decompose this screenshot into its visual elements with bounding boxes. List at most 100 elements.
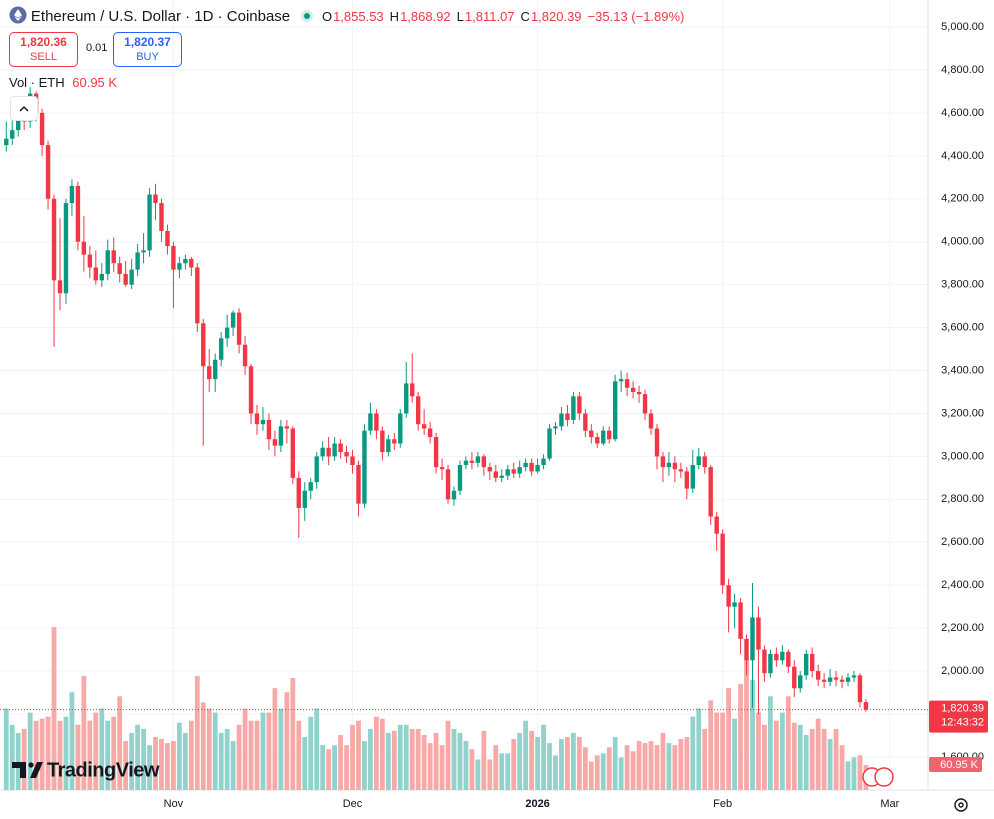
candle-body [266,419,272,440]
volume-bar [248,720,254,790]
volume-tag-label: 60.95 K [940,759,979,771]
candle-body [314,456,319,483]
volume-bar [535,737,540,790]
eth-icon [9,6,27,24]
candle-body [123,273,128,285]
sell-button[interactable]: 1,820.36 SELL [9,32,78,67]
ohlc-value: 1,868.92 [400,9,451,24]
candle-body [666,462,672,468]
volume-bar [636,741,642,790]
candle-body [678,469,684,472]
volume-bar [493,745,499,790]
candle-body [821,679,827,682]
candle-body [183,258,188,264]
candle-body [457,464,463,491]
candle-body [153,194,158,204]
candle-body [39,112,45,146]
candle-body [63,203,69,294]
y-tick-label: 4,600.00 [941,107,984,119]
candle-body [672,462,678,470]
volume-bar [773,720,779,790]
volume-bar [851,757,857,790]
candle-body [780,651,785,661]
candle-body [612,381,618,440]
y-tick-label: 4,800.00 [941,64,984,76]
candle-body [839,679,845,682]
volume-bar [409,728,415,790]
candle-body [589,430,594,438]
volume-bar [839,745,845,790]
price-tag-label: 1,820.39 [941,703,984,715]
candle-body [660,456,666,468]
volume-bar [111,716,117,790]
candle-body [105,250,110,274]
buy-button[interactable]: 1,820.37 BUY [113,32,182,67]
candle-body [230,312,236,328]
candle-body [559,413,564,427]
volume-bar [779,712,785,790]
volume-bar [642,743,648,790]
candle-body [93,267,99,281]
settings-gear[interactable] [954,798,968,812]
candle-body [141,250,146,253]
candle-body [756,617,761,650]
candle-body [720,533,725,586]
candle-body [332,443,337,457]
volume-bar [344,745,349,790]
candle-body [177,263,182,270]
grid [0,0,928,790]
candle-body [344,452,349,457]
volume-bar [624,745,630,790]
candle-body [684,471,690,489]
candle-body [642,394,648,414]
volume-bar [445,720,451,790]
volume-bar [523,720,529,790]
volume-bar [457,732,463,790]
volume-bar [714,712,720,790]
volume-bar [123,741,129,790]
volume-bar [117,696,123,790]
volume-bar [200,702,206,790]
candle-body [798,675,803,689]
volume-bar [815,718,821,790]
candle-body [213,359,218,380]
volume-bar [720,712,726,790]
y-tick-label: 2,000.00 [941,665,984,677]
candle-body [398,413,403,444]
volume-bar [242,708,248,790]
gear-inner [958,802,964,808]
volume-bar [27,712,33,790]
candle-body [702,456,707,468]
volume-bar [362,741,367,790]
ohlc-key: O [321,9,333,24]
collapse-button[interactable] [10,96,38,121]
volume-bar [296,720,302,790]
volume-bar [397,724,403,790]
candle-body [224,327,230,339]
market-status [301,10,314,22]
candle-body [529,462,534,472]
candle-body [648,413,654,429]
logo-dot [28,762,34,768]
volume-bar [469,749,475,790]
volume-bar [230,741,236,790]
candle-body [278,426,284,446]
volume-bar [481,730,487,790]
candle-body [374,413,379,431]
volume-bar [797,724,803,790]
candle-body [690,464,695,489]
volume-bar [320,745,326,790]
candle-body [433,437,439,468]
volume-bar [475,759,481,790]
candle-body [493,471,498,478]
volume-bar [69,692,75,790]
volume-bar [165,743,170,790]
volume-bar [612,737,618,790]
candle-body [630,387,636,392]
volume-bar [260,712,266,790]
volume-bar [762,724,767,790]
candle-body [189,258,194,268]
volume-bar [600,753,606,790]
